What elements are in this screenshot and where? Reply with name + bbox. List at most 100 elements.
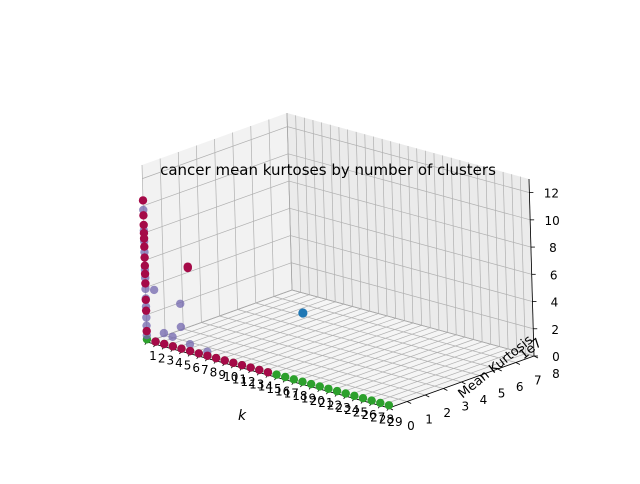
data-point-crimson <box>141 306 151 315</box>
data-point-crimson <box>237 361 247 370</box>
grid-line-y-floor <box>183 328 426 396</box>
grid-line-x-back <box>520 176 526 354</box>
y-tick-mark <box>425 394 430 398</box>
grid-line-x-back <box>373 136 379 314</box>
x-tick-label: 8 <box>210 366 218 380</box>
data-point-crimson <box>246 363 255 372</box>
grid-line-x-back <box>450 157 457 335</box>
data-point-purple <box>159 328 169 338</box>
z-tick-label: 12 <box>544 187 559 201</box>
data-point-crimson <box>140 261 150 270</box>
grid-line-x-back <box>303 117 310 295</box>
data-point-crimson <box>177 344 186 353</box>
tick-marks: 1 2 3 4 5 6 7 8 91011121314151617181920212223242… <box>144 187 560 433</box>
x-tick-label: 18 <box>292 389 307 403</box>
x-tick-label: 12 <box>240 375 255 389</box>
x-tick-label: 6 <box>192 361 200 375</box>
data-point-crimson <box>140 242 149 251</box>
data-point-crimson <box>160 339 169 349</box>
data-point-green <box>341 389 350 398</box>
x-tick-label: 15 <box>266 382 281 396</box>
z-tick-label: 2 <box>551 323 559 337</box>
grid-line-y-left <box>177 151 184 330</box>
y-tick-mark <box>406 401 412 404</box>
grid-line-x-back <box>485 167 492 345</box>
data-point-green <box>358 394 368 403</box>
grid-line-y-floor <box>273 296 516 363</box>
x-tick-label: 27 <box>370 410 385 424</box>
y-tick-mark <box>515 362 521 365</box>
grid-line-x-back <box>424 150 431 328</box>
y-tick-label: 5 <box>498 387 506 401</box>
grid-line-z-back <box>287 126 530 193</box>
grid-line-x-back <box>407 145 414 324</box>
data-point-crimson <box>141 279 150 288</box>
data-point-crimson <box>138 196 148 205</box>
y-tick-label: 8 <box>552 367 560 381</box>
pane-edge <box>286 112 293 291</box>
x-tick-label: 16 <box>275 384 290 398</box>
data-point-green <box>306 379 316 389</box>
grid-line-y-floor <box>237 309 480 376</box>
data-point-purple <box>176 322 186 332</box>
data-point-crimson <box>139 211 148 220</box>
grid-line-z-left <box>146 262 292 316</box>
grid-line-y-left <box>250 125 257 304</box>
x-tick-label: 21 <box>318 396 333 410</box>
x-tick-label: 11 <box>232 373 247 387</box>
x-tick-label: 5 <box>184 358 192 372</box>
data-point-purple <box>176 299 185 308</box>
x-tick-label: 25 <box>353 406 368 420</box>
grid-line-x-back <box>364 134 371 312</box>
data-point-crimson <box>142 326 151 336</box>
x-tick-label: 3 <box>166 354 174 368</box>
grid-line-z-back <box>288 180 532 248</box>
grid-line-y-floor <box>165 335 408 402</box>
chart-title: cancer mean kurtoses by number of cluste… <box>160 161 496 179</box>
grid-line-z-left <box>143 153 289 207</box>
grid-line-y-left <box>159 158 166 336</box>
grid-line-z-left <box>143 180 290 234</box>
grid-line-x-back <box>347 129 353 307</box>
y-tick-label: 1 <box>425 413 433 427</box>
x-tick-label: 2 <box>158 351 166 365</box>
y-tick-label: 4 <box>480 393 488 407</box>
grid-line-y-floor <box>201 322 444 389</box>
data-point-green <box>281 372 290 382</box>
z-tick-label: 8 <box>549 241 557 255</box>
y-tick-mark <box>479 375 484 378</box>
y-tick-label: 3 <box>462 400 470 414</box>
x-tick-label: 29 <box>387 415 402 429</box>
grid-line-y-floor <box>219 315 462 383</box>
data-point-green <box>298 377 307 386</box>
data-point-green <box>324 384 333 393</box>
x-tick-label: 23 <box>336 401 351 415</box>
grid-line-z-left <box>145 235 291 288</box>
grid-line-z-back <box>291 262 534 330</box>
data-point-crimson <box>220 356 229 365</box>
grid-line-x-back <box>494 169 500 347</box>
grid-line-z-back <box>289 207 532 275</box>
z-tick-label: 10 <box>545 214 560 228</box>
data-point-green <box>376 398 385 408</box>
grid-line-x-back <box>442 155 448 333</box>
data-point-purple <box>149 285 159 295</box>
data-point-crimson <box>263 368 273 377</box>
x-tick-label: 1 <box>149 349 157 363</box>
grid-line-x-back <box>511 174 518 352</box>
grid-line-x-back <box>329 124 336 302</box>
y-tick-mark <box>497 368 502 372</box>
z-axis-line <box>528 178 535 357</box>
grid-line-x-back <box>468 162 474 340</box>
grid-line-x-back <box>321 122 327 300</box>
data-point-purple <box>185 340 195 349</box>
data-point-green <box>332 386 342 396</box>
data-point-crimson <box>185 346 195 356</box>
data-point-crimson <box>151 337 160 346</box>
x-tick-label: 13 <box>249 377 264 391</box>
x-tick-label: 9 <box>218 368 226 382</box>
x-tick-label: 20 <box>310 394 325 408</box>
grid-line-x-back <box>295 115 301 293</box>
y-tick-label: 0 <box>407 419 415 433</box>
grid-line-x-back <box>433 153 440 331</box>
